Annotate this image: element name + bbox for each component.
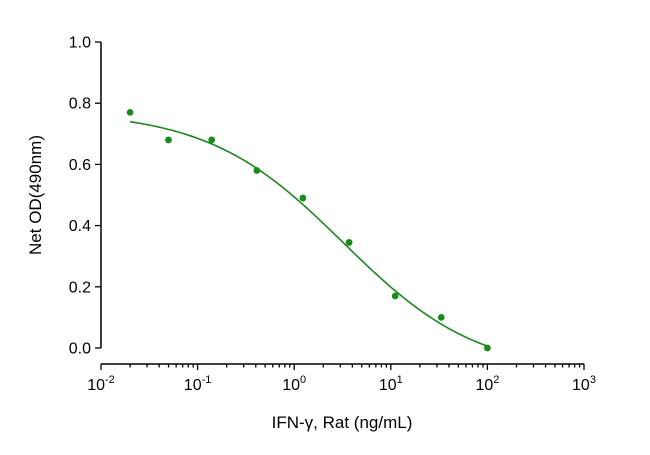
data-point (208, 136, 216, 144)
y-tick-label: 0.4 (69, 218, 91, 235)
data-point (126, 108, 134, 116)
y-tick-label: 0.0 (69, 341, 91, 358)
data-point (391, 292, 399, 300)
x-tick-label: 101 (379, 374, 403, 394)
data-point (437, 314, 445, 321)
x-tick-exponent: -1 (202, 374, 212, 386)
x-tick-base: 10 (379, 377, 397, 394)
data-point (299, 194, 307, 202)
x-tick-exponent: 2 (493, 374, 499, 386)
x-tick-exponent: -2 (105, 374, 115, 386)
x-tick-base: 10 (87, 377, 105, 394)
data-point (345, 239, 353, 246)
y-tick-label: 1.0 (69, 35, 91, 52)
data-points (126, 108, 491, 352)
x-tick-label: 10-1 (184, 374, 212, 394)
x-tick-label: 100 (282, 374, 306, 394)
x-tick-base: 10 (184, 377, 202, 394)
x-tick-base: 10 (282, 377, 300, 394)
data-point (165, 136, 172, 144)
x-tick-base: 10 (475, 377, 493, 394)
x-axis-title: IFN-γ, Rat (ng/mL) (272, 413, 413, 432)
x-ticks: 10-2 10-1 100 101 102 103 (87, 364, 596, 394)
y-tick-label: 0.6 (69, 157, 91, 174)
x-tick-label: 102 (475, 374, 499, 394)
y-axis-title: Net OD(490nm) (26, 135, 45, 255)
x-tick-base: 10 (572, 377, 590, 394)
x-tick-exponent: 1 (397, 374, 403, 386)
fit-curve (129, 120, 488, 347)
y-ticks: 0.0 0.2 0.4 0.6 0.8 1.0 (69, 35, 101, 358)
data-point (484, 344, 491, 352)
x-tick-label: 103 (572, 374, 596, 394)
x-tick-label: 10-2 (87, 374, 115, 394)
y-axis: 0.0 0.2 0.4 0.6 0.8 1.0 (69, 35, 102, 358)
x-axis: 10-2 10-1 100 101 102 103 (87, 363, 596, 394)
y-tick-label: 0.2 (69, 279, 91, 296)
y-tick-label: 0.8 (69, 96, 91, 113)
x-tick-exponent: 3 (590, 374, 596, 386)
data-point (253, 167, 261, 174)
x-tick-exponent: 0 (300, 374, 306, 386)
